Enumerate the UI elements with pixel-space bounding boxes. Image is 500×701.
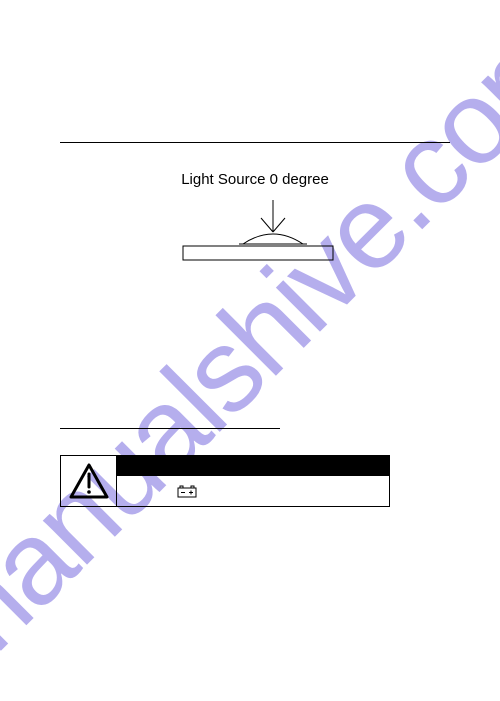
warning-body: [117, 476, 389, 506]
arrow-head-left: [261, 218, 273, 232]
fixture-base: [183, 246, 333, 260]
rule-mid: [60, 428, 280, 429]
light-source-diagram: [165, 198, 345, 268]
warning-triangle-icon: [69, 463, 109, 499]
warning-box: [60, 455, 390, 507]
rule-top: [60, 142, 450, 143]
diagram-caption: Light Source 0 degree: [60, 171, 450, 188]
warning-icon-cell: [61, 456, 117, 506]
page-content: Light Source 0 degree: [60, 60, 450, 507]
warning-header: [117, 456, 389, 476]
lens-dome: [243, 234, 303, 244]
battery-icon: [177, 484, 197, 498]
arrow-head-right: [273, 218, 285, 232]
warning-right: [117, 456, 389, 506]
